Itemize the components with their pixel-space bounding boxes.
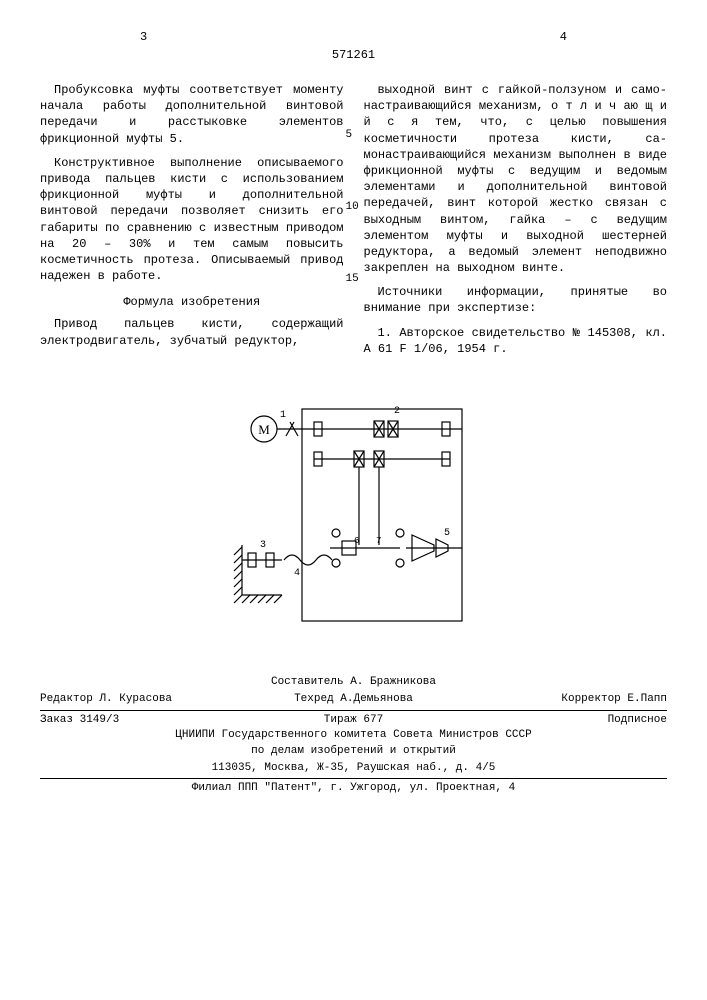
- left-para-2: Конструктивное выполнение описывае­мого …: [40, 155, 344, 285]
- footer-corrector: Корректор Е.Папп: [458, 692, 667, 707]
- footer-org1: ЦНИИПИ Государственного комитета Совета …: [40, 728, 667, 743]
- page-number-right: 4: [560, 30, 567, 44]
- label-7: 7: [376, 536, 381, 546]
- footer-org2: по делам изобретений и открытий: [40, 744, 667, 759]
- sources-title: Источники информации, принятые во вниман…: [364, 284, 668, 316]
- line-marker-15: 15: [346, 272, 359, 287]
- left-para-1: Пробуксовка муфты соответствует мо­менту…: [40, 82, 344, 147]
- footer-credits-row: Редактор Л. Курасова Техред А.Демьянова …: [40, 692, 667, 710]
- right-para-1: выходной винт с гайкой-ползуном и само­н…: [364, 82, 668, 276]
- footer-order: Заказ 3149/3: [40, 713, 249, 728]
- label-1: 1: [280, 410, 286, 421]
- motor-label: М: [258, 422, 270, 437]
- source-1: 1. Авторское свидетельство № 145308, кл.…: [364, 325, 668, 357]
- line-marker-5: 5: [346, 128, 353, 143]
- footer-order-row: Заказ 3149/3 Тираж 677 Подписное: [40, 713, 667, 728]
- label-4: 4: [294, 568, 300, 579]
- line-marker-10: 10: [346, 200, 359, 215]
- header-row: 3 4: [40, 30, 667, 44]
- kinematic-diagram: М 1 2: [224, 395, 484, 635]
- footer-compiler: Составитель А. Бражникова: [40, 675, 667, 690]
- page-number-left: 3: [140, 30, 147, 44]
- footer-address1: 113035, Москва, Ж-35, Раушская наб., д. …: [40, 761, 667, 779]
- footer-filial: Филиал ППП "Патент", г. Ужгород, ул. Про…: [40, 781, 667, 796]
- left-column: Пробуксовка муфты соответствует мо­менту…: [40, 82, 344, 365]
- footer-subscription: Подписное: [458, 713, 667, 728]
- right-column: 5 10 15 выходной винт с гайкой-ползуном …: [364, 82, 668, 365]
- left-para-3: Привод пальцев кисти, содержащий электро…: [40, 316, 344, 348]
- label-3: 3: [260, 540, 266, 551]
- footer-tirage: Тираж 677: [249, 713, 458, 728]
- formula-title: Формула изобретения: [40, 294, 344, 310]
- footer: Составитель А. Бражникова Редактор Л. Ку…: [40, 675, 667, 797]
- document-number: 571261: [40, 48, 667, 62]
- label-5: 5: [444, 528, 450, 539]
- footer-editor: Редактор Л. Курасова: [40, 692, 249, 707]
- footer-techred: Техред А.Демьянова: [249, 692, 458, 707]
- page: 3 4 571261 Пробуксовка муфты соответству…: [0, 0, 707, 817]
- label-2: 2: [394, 406, 400, 417]
- text-columns: Пробуксовка муфты соответствует мо­менту…: [40, 82, 667, 365]
